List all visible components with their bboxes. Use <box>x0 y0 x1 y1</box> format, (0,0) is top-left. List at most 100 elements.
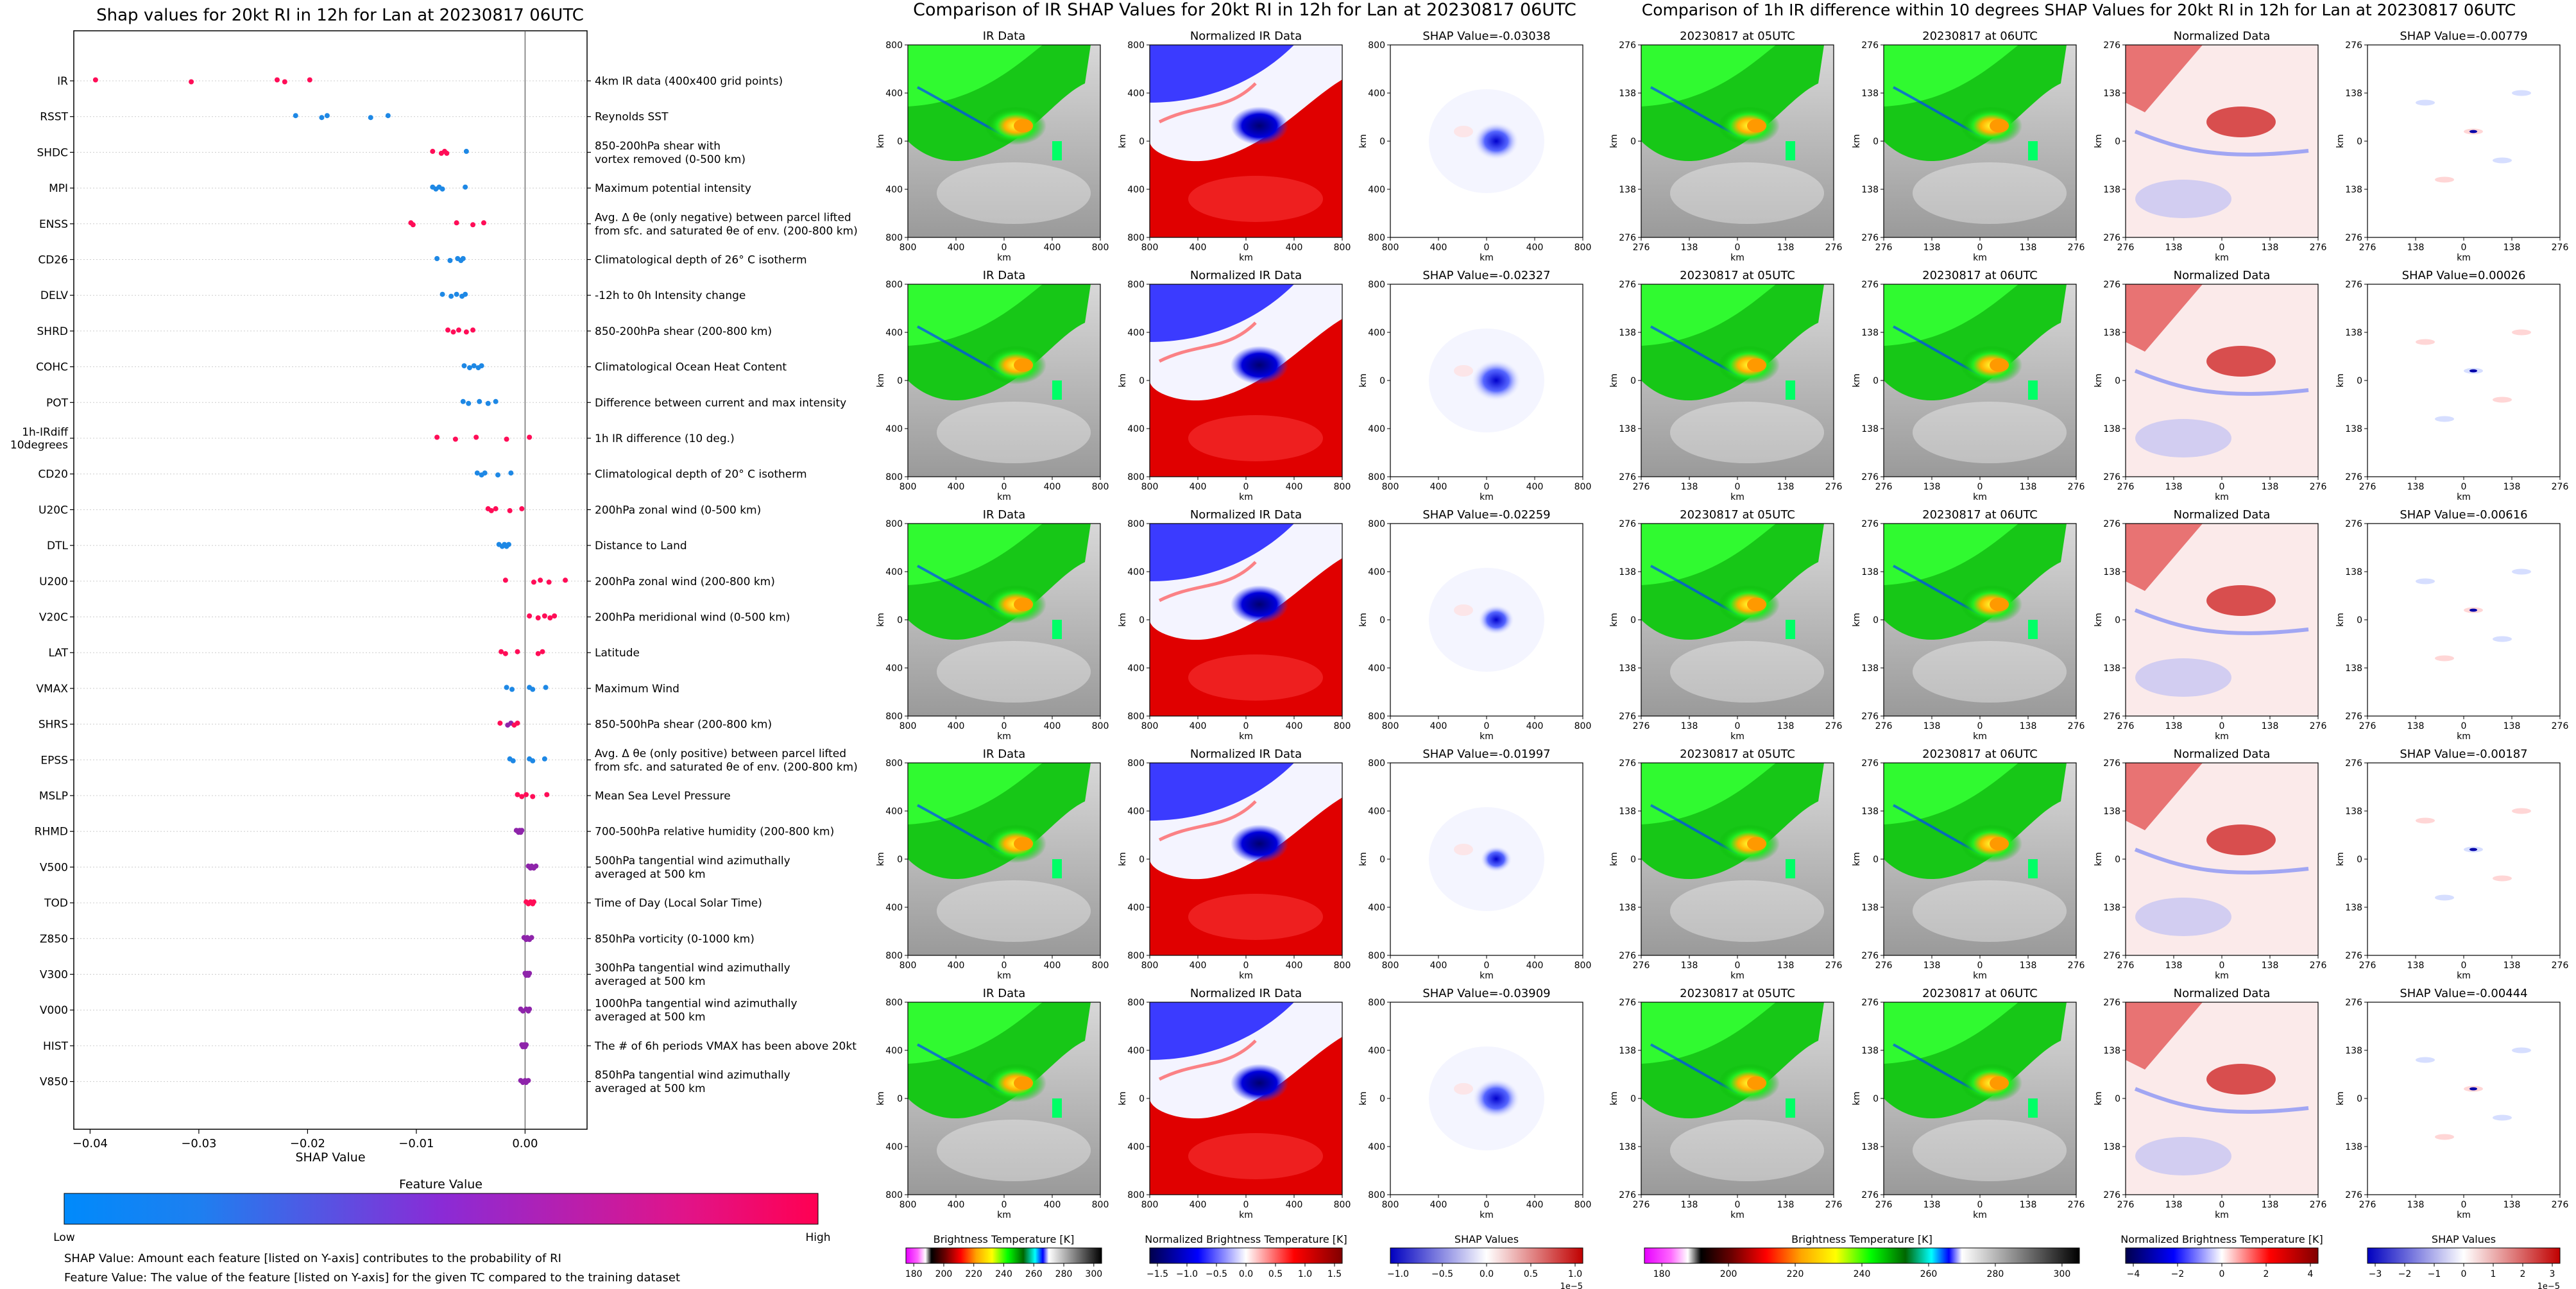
y-tick-label: 800 <box>1368 519 1385 529</box>
panel-title: Normalized Data <box>2174 987 2271 1000</box>
feature-name: COHC <box>36 361 68 374</box>
y-tick-label: 800 <box>1127 758 1145 769</box>
feature-name: V000 <box>40 1004 68 1017</box>
ir-grid-title: Comparison of IR SHAP Values for 20kt RI… <box>913 0 1576 20</box>
shap-point <box>509 687 515 692</box>
y-tick-label: 0 <box>1630 855 1636 865</box>
x-axis-unit: km <box>2457 731 2471 742</box>
y-tick-label: 0 <box>1139 855 1145 865</box>
y-tick-label: 0 <box>1630 137 1636 147</box>
x-tick-label: 138 <box>1777 960 1795 971</box>
x-tick-label: 138 <box>1923 482 1941 492</box>
feature-name: SHDC <box>37 146 68 159</box>
colorbar-tick-label: 260 <box>1025 1269 1043 1279</box>
x-tick-label: 800 <box>1092 1200 1109 1210</box>
colorbar-strip <box>1390 1247 1583 1264</box>
feature-description: averaged at 500 km <box>595 975 706 988</box>
y-axis-unit: km <box>876 373 886 388</box>
x-tick-label: 0 <box>1243 243 1249 253</box>
y-axis-unit: km <box>1118 852 1128 866</box>
shap-point <box>535 651 541 656</box>
shap-point <box>368 115 373 121</box>
feature-description: 1000hPa tangential wind azimuthally <box>595 998 798 1011</box>
y-axis-unit: km <box>1609 373 1619 388</box>
colorbar-tick-label: 280 <box>1055 1269 1073 1279</box>
y-tick-label: 138 <box>1861 1142 1879 1152</box>
feature-row: HIST The # of 6h periods VMAX has been ab… <box>43 1040 857 1053</box>
feature-row: DTL Distance to Land <box>47 540 687 552</box>
x-tick-label: 800 <box>1574 1200 1592 1210</box>
x-tick-label: 400 <box>1044 243 1061 253</box>
panel-title: 20230817 at 05UTC <box>1680 269 1795 282</box>
shap-point <box>470 222 476 228</box>
x-tick-label: 276 <box>2068 482 2085 492</box>
x-tick-label: 276 <box>1875 243 1893 253</box>
y-tick-label: 800 <box>1127 951 1145 961</box>
y-axis-unit: km <box>2094 613 2104 627</box>
feature-name: POT <box>46 397 69 409</box>
y-axis-unit: km <box>1118 134 1128 148</box>
y-tick-label: 0 <box>2357 137 2362 147</box>
x-tick-label: 276 <box>1875 1200 1893 1210</box>
y-tick-label: 138 <box>1861 903 1879 913</box>
shap-point <box>495 472 501 478</box>
y-tick-label: 400 <box>1368 1142 1385 1152</box>
x-tick-label: 138 <box>2165 1200 2183 1210</box>
feature-row: RHMD 700-500hPa relative humidity (200-80… <box>35 826 835 839</box>
y-tick-label: 138 <box>2345 424 2362 434</box>
shap-point <box>450 329 456 335</box>
shap-point <box>439 291 445 297</box>
colorbar-strip <box>1644 1247 2080 1264</box>
x-tick-label: 800 <box>1574 243 1592 253</box>
feature-row: U200 200hPa zonal wind (200-800 km) <box>39 576 775 588</box>
shap-point <box>499 649 504 654</box>
y-tick-label: 276 <box>1619 758 1636 769</box>
feature-description: 1h IR difference (10 deg.) <box>595 432 735 445</box>
x-tick-label: 0 <box>1735 960 1741 971</box>
shap-point <box>471 363 477 369</box>
x-tick-label: 400 <box>948 243 965 253</box>
y-tick-label: 800 <box>885 40 903 51</box>
x-tick-label: 276 <box>1825 960 1843 971</box>
y-tick-label: 0 <box>897 1094 903 1104</box>
x-axis-unit: km <box>997 971 1011 981</box>
colorbar-tick-label: −0.5 <box>1431 1269 1453 1279</box>
y-tick-label: 276 <box>1861 280 1879 290</box>
shap-point <box>466 365 472 371</box>
y-axis-unit: km <box>1852 134 1862 148</box>
y-tick-label: 276 <box>2345 40 2362 51</box>
feature-row: V500 500hPa tangential wind azimuthallyav… <box>40 855 790 881</box>
y-tick-label: 0 <box>1139 615 1145 626</box>
x-axis-unit: km <box>1730 492 1744 502</box>
y-tick-label: 800 <box>885 951 903 961</box>
shap-point <box>470 327 476 333</box>
x-tick-label: 800 <box>1092 721 1109 731</box>
x-axis-unit: km <box>1239 1210 1253 1220</box>
x-tick-label: 276 <box>2310 721 2327 731</box>
x-tick-label: 400 <box>948 482 965 492</box>
x-tick-label: 138 <box>2503 1200 2521 1210</box>
feature-row: POT Difference between current and max in… <box>46 397 846 409</box>
panel-title: Normalized IR Data <box>1190 987 1302 1000</box>
panel-title: SHAP Value=-0.00779 <box>2400 30 2527 43</box>
x-tick-label: 276 <box>1633 243 1650 253</box>
x-tick-label: 800 <box>1382 721 1399 731</box>
shap-point <box>282 79 287 85</box>
feature-description: 850hPa tangential wind azimuthally <box>595 1069 790 1082</box>
x-tick-label: 800 <box>1334 243 1351 253</box>
x-axis-unit: km <box>2457 253 2471 263</box>
panel-title: SHAP Value=-0.03038 <box>1422 30 1550 43</box>
colorbar-exponent: 1e−5 <box>2538 1282 2560 1289</box>
y-tick-label: 400 <box>885 424 903 434</box>
x-tick-label: 800 <box>1092 960 1109 971</box>
x-axis-unit: km <box>2215 1210 2229 1220</box>
shap-point <box>452 436 458 442</box>
x-tick-label: 138 <box>2165 960 2183 971</box>
y-tick-label: 400 <box>885 807 903 817</box>
y-tick-label: 138 <box>1619 328 1636 338</box>
x-tick-label: 138 <box>2020 243 2037 253</box>
x-tick-label: 138 <box>1923 243 1941 253</box>
